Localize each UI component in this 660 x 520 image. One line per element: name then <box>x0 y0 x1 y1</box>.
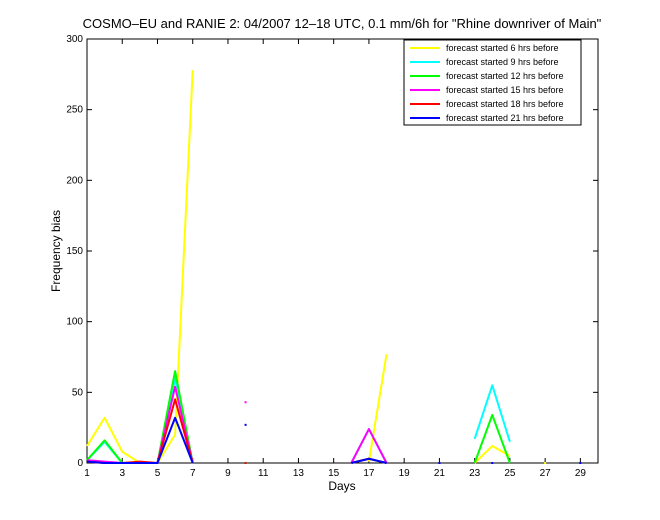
legend-entry: forecast started 21 hrs before <box>446 113 564 123</box>
x-tick-label: 25 <box>504 468 516 479</box>
x-tick-label: 5 <box>155 468 161 479</box>
data-point <box>579 462 582 464</box>
x-tick-label: 27 <box>540 468 552 479</box>
x-tick-label: 21 <box>434 468 446 479</box>
series-line <box>367 354 388 462</box>
x-tick-label: 29 <box>575 468 587 479</box>
legend-box <box>403 39 582 126</box>
legend-entry: forecast started 12 hrs before <box>446 71 564 81</box>
y-axis-label: Frequency bias <box>49 210 63 292</box>
x-tick-label: 23 <box>469 468 481 479</box>
data-point <box>438 462 441 464</box>
x-tick-label: 19 <box>399 468 411 479</box>
series-line <box>473 413 511 464</box>
y-tick-label: 150 <box>66 246 83 257</box>
chart-title: COSMO–EU and RANIE 2: 04/2007 12–18 UTC,… <box>83 16 602 31</box>
legend-entry: forecast started 6 hrs before <box>446 43 559 53</box>
x-axis: 1 3 5 7 9 11 13 15 17 19 21 23 25 27 29 <box>84 39 586 479</box>
series-line <box>351 457 387 464</box>
y-axis: 0 50 100 150 200 250 300 <box>66 34 598 469</box>
series-line <box>473 384 511 443</box>
x-tick-label: 15 <box>328 468 340 479</box>
legend-entry: forecast started 9 hrs before <box>446 57 559 67</box>
y-tick-label: 50 <box>72 387 84 398</box>
x-tick-label: 7 <box>190 468 196 479</box>
series-layer <box>86 70 582 464</box>
x-tick-label: 17 <box>363 468 375 479</box>
y-tick-label: 250 <box>66 105 83 116</box>
y-tick-label: 100 <box>66 317 83 328</box>
y-tick-label: 0 <box>77 458 83 469</box>
data-point <box>244 423 247 426</box>
data-point <box>544 462 547 464</box>
x-tick-label: 9 <box>225 468 231 479</box>
data-point <box>491 462 494 464</box>
series-line <box>350 428 388 464</box>
legend-entry: forecast started 18 hrs before <box>446 99 564 109</box>
x-tick-label: 3 <box>119 468 125 479</box>
data-point <box>244 401 247 404</box>
y-tick-label: 300 <box>66 34 83 45</box>
data-point <box>244 462 247 464</box>
series-line <box>473 445 511 464</box>
x-tick-label: 11 <box>258 468 269 479</box>
legend: forecast started 6 hrs before forecast st… <box>403 39 582 126</box>
legend-entry: forecast started 15 hrs before <box>446 85 564 95</box>
series-line <box>86 416 194 464</box>
series-6 <box>86 416 582 464</box>
x-tick-label: 13 <box>293 468 305 479</box>
y-tick-label: 200 <box>66 175 83 186</box>
x-axis-label: Days <box>328 479 355 493</box>
x-tick-label: 1 <box>84 468 90 479</box>
